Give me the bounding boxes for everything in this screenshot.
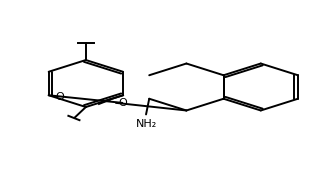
Text: O: O	[118, 98, 127, 108]
Text: O: O	[55, 92, 64, 102]
Text: NH₂: NH₂	[135, 119, 157, 129]
